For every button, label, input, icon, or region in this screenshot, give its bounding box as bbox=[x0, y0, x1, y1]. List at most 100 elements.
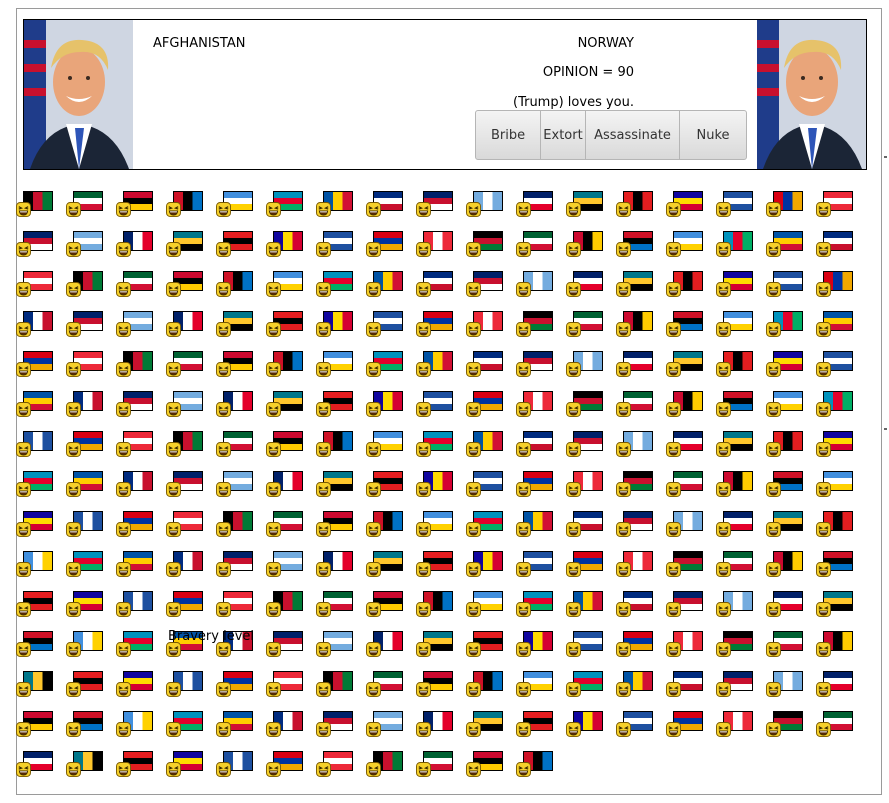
country-cell-brazil[interactable] bbox=[716, 231, 753, 261]
country-cell-kuwait[interactable] bbox=[16, 471, 53, 501]
country-cell-lebanon[interactable] bbox=[216, 471, 253, 501]
country-cell-new-caledonia[interactable] bbox=[216, 551, 253, 581]
country-cell-south-korea[interactable] bbox=[816, 431, 853, 461]
country-cell-iraq[interactable] bbox=[166, 431, 203, 461]
country-cell-svalbard[interactable] bbox=[416, 671, 453, 701]
country-cell-slovenia[interactable] bbox=[766, 631, 803, 661]
country-cell-sudan[interactable] bbox=[316, 671, 353, 701]
country-cell-uganda[interactable] bbox=[516, 711, 553, 741]
country-cell-heard-island[interactable] bbox=[566, 391, 603, 421]
country-cell-timor-leste[interactable] bbox=[16, 711, 53, 741]
country-cell-cayman-islands[interactable] bbox=[366, 271, 403, 301]
country-cell-netherlands[interactable] bbox=[166, 551, 203, 581]
country-cell-italy[interactable] bbox=[366, 431, 403, 461]
country-cell-montserrat[interactable] bbox=[666, 511, 703, 541]
country-cell-micronesia[interactable] bbox=[416, 511, 453, 541]
country-cell-guinea-bissau[interactable] bbox=[416, 391, 453, 421]
country-cell-saint-lucia[interactable] bbox=[16, 631, 53, 661]
country-cell-mauritius[interactable] bbox=[266, 511, 303, 541]
country-cell-libya[interactable] bbox=[366, 471, 403, 501]
country-cell-mali[interactable] bbox=[16, 511, 53, 541]
country-cell-vatican[interactable] bbox=[616, 391, 653, 421]
country-cell-trinidad[interactable] bbox=[216, 711, 253, 741]
country-cell-singapore[interactable] bbox=[616, 631, 653, 661]
country-cell-mauritania[interactable] bbox=[216, 511, 253, 541]
country-cell-saint-martin[interactable] bbox=[66, 631, 103, 661]
country-cell-djibouti[interactable] bbox=[516, 311, 553, 341]
country-cell-jordan[interactable] bbox=[566, 431, 603, 461]
assassinate-button[interactable]: Assassinate bbox=[586, 111, 680, 159]
country-cell-angola[interactable] bbox=[316, 191, 353, 221]
country-cell-uruguay[interactable] bbox=[816, 711, 853, 741]
country-cell-cocos[interactable] bbox=[666, 271, 703, 301]
country-cell-faroe[interactable] bbox=[216, 351, 253, 381]
country-cell-bulgaria[interactable] bbox=[16, 271, 53, 301]
country-cell-liberia[interactable] bbox=[316, 471, 353, 501]
country-cell-ivory-coast[interactable] bbox=[166, 311, 203, 341]
country-cell-taiwan[interactable] bbox=[666, 671, 703, 701]
country-cell-bangladesh[interactable] bbox=[66, 231, 103, 261]
country-cell-morocco[interactable] bbox=[716, 511, 753, 541]
country-cell-croatia[interactable] bbox=[216, 311, 253, 341]
country-cell-benin[interactable] bbox=[316, 231, 353, 261]
country-cell-guyana[interactable] bbox=[466, 391, 503, 421]
country-cell-colombia[interactable] bbox=[716, 271, 753, 301]
country-cell-south-sudan[interactable] bbox=[166, 671, 203, 701]
country-cell-congo[interactable] bbox=[816, 271, 853, 301]
country-cell-argentina[interactable] bbox=[516, 191, 553, 221]
country-cell-saint-helena[interactable] bbox=[766, 591, 803, 621]
country-cell-ghana[interactable] bbox=[766, 351, 803, 381]
country-cell-laos[interactable] bbox=[116, 471, 153, 501]
country-cell-zambia[interactable] bbox=[466, 751, 503, 781]
country-cell-madagascar[interactable] bbox=[666, 471, 703, 501]
country-cell-new-zealand[interactable] bbox=[266, 551, 303, 581]
country-cell-bahrain[interactable] bbox=[16, 231, 53, 261]
country-cell-oman[interactable] bbox=[666, 551, 703, 581]
country-cell-burundi[interactable] bbox=[116, 271, 153, 301]
country-cell-finland[interactable] bbox=[316, 351, 353, 381]
country-cell-palau[interactable] bbox=[766, 551, 803, 581]
country-cell-aland[interactable] bbox=[66, 191, 103, 221]
country-cell-jamaica[interactable] bbox=[416, 431, 453, 461]
country-cell-tuvalu[interactable] bbox=[466, 711, 503, 741]
country-cell-germany[interactable] bbox=[716, 351, 753, 381]
country-cell-mozambique[interactable] bbox=[766, 511, 803, 541]
country-cell-armenia[interactable] bbox=[566, 191, 603, 221]
country-cell-mayotte[interactable] bbox=[316, 511, 353, 541]
country-cell-pitcairn[interactable] bbox=[266, 591, 303, 621]
country-cell-western-sahara[interactable] bbox=[366, 751, 403, 781]
country-cell-burkina-faso[interactable] bbox=[66, 271, 103, 301]
country-cell-mexico[interactable] bbox=[366, 511, 403, 541]
country-cell-samoa[interactable] bbox=[216, 631, 253, 661]
country-cell-barbados[interactable] bbox=[116, 231, 153, 261]
country-cell-british-virgin-islands[interactable] bbox=[216, 751, 253, 781]
country-cell-reunion[interactable] bbox=[516, 591, 553, 621]
country-cell-cook-islands[interactable] bbox=[66, 311, 103, 341]
country-cell-algeria[interactable] bbox=[166, 191, 203, 221]
country-cell-moldova[interactable] bbox=[466, 511, 503, 541]
country-cell-kazakhstan[interactable] bbox=[616, 431, 653, 461]
country-cell-niue[interactable] bbox=[466, 551, 503, 581]
country-cell-malaysia[interactable] bbox=[766, 471, 803, 501]
country-cell-gabon[interactable] bbox=[566, 351, 603, 381]
country-cell-czechia[interactable] bbox=[416, 311, 453, 341]
country-cell-tanzania[interactable] bbox=[766, 671, 803, 701]
country-cell-andorra[interactable] bbox=[266, 191, 303, 221]
country-cell-japan[interactable] bbox=[466, 431, 503, 461]
country-cell-nepal[interactable] bbox=[116, 551, 153, 581]
nuke-button[interactable]: Nuke bbox=[680, 111, 746, 159]
country-cell-uzbekistan[interactable] bbox=[16, 751, 53, 781]
bribe-button[interactable]: Bribe bbox=[476, 111, 541, 159]
country-cell-turks-caicos[interactable] bbox=[416, 711, 453, 741]
country-cell-philippines[interactable] bbox=[216, 591, 253, 621]
country-cell-kyrgyzstan[interactable] bbox=[66, 471, 103, 501]
country-cell-belarus[interactable] bbox=[166, 231, 203, 261]
country-cell-greece[interactable] bbox=[16, 391, 53, 421]
country-cell-togo[interactable] bbox=[66, 711, 103, 741]
country-cell-india[interactable] bbox=[16, 431, 53, 461]
country-cell-comoros[interactable] bbox=[766, 271, 803, 301]
country-cell-gambia[interactable] bbox=[616, 351, 653, 381]
country-cell-tunisia[interactable] bbox=[266, 711, 303, 741]
country-cell-northern-mariana[interactable] bbox=[566, 551, 603, 581]
country-cell-liechtenstein[interactable] bbox=[416, 471, 453, 501]
